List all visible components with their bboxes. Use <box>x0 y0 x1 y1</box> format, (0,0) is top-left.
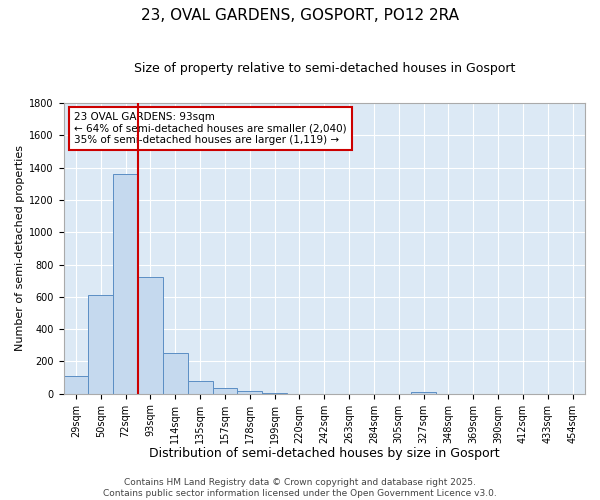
Bar <box>262 393 287 394</box>
Bar <box>88 295 113 394</box>
Bar <box>64 376 88 394</box>
Title: Size of property relative to semi-detached houses in Gosport: Size of property relative to semi-detach… <box>134 62 515 76</box>
Text: Contains HM Land Registry data © Crown copyright and database right 2025.
Contai: Contains HM Land Registry data © Crown c… <box>103 478 497 498</box>
Bar <box>138 276 163 394</box>
Bar <box>113 174 138 394</box>
Bar <box>163 352 188 394</box>
Bar <box>188 381 212 394</box>
Bar <box>212 388 238 394</box>
Text: 23 OVAL GARDENS: 93sqm
← 64% of semi-detached houses are smaller (2,040)
35% of : 23 OVAL GARDENS: 93sqm ← 64% of semi-det… <box>74 112 347 145</box>
Text: 23, OVAL GARDENS, GOSPORT, PO12 2RA: 23, OVAL GARDENS, GOSPORT, PO12 2RA <box>141 8 459 22</box>
X-axis label: Distribution of semi-detached houses by size in Gosport: Distribution of semi-detached houses by … <box>149 447 500 460</box>
Y-axis label: Number of semi-detached properties: Number of semi-detached properties <box>15 146 25 352</box>
Bar <box>411 392 436 394</box>
Bar <box>238 392 262 394</box>
